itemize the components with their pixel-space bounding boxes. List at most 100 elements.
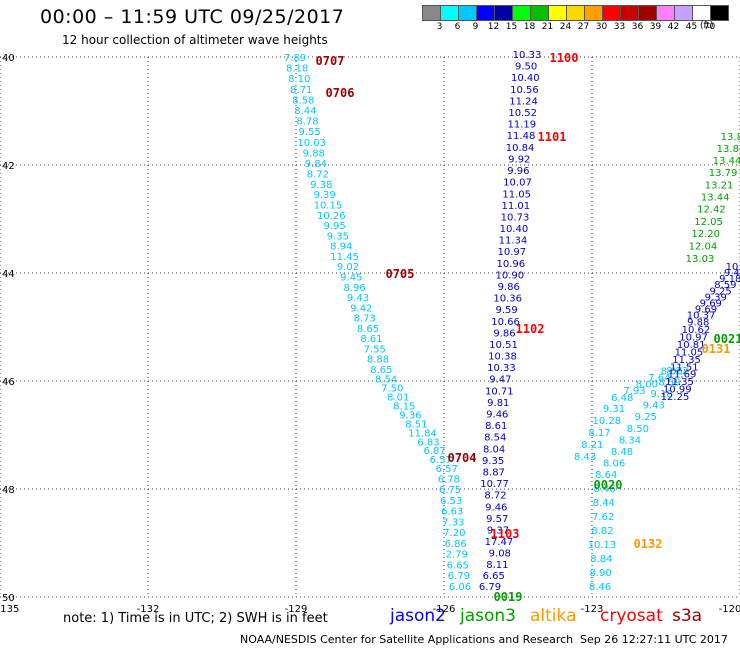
swh-value-label: 10.36 [493,294,522,305]
chart-title: 00:00 – 11:59 UTC 09/25/2017 [40,6,345,28]
swh-value-label: 8.34 [619,435,641,446]
swh-value-label: 12.04 [689,242,718,253]
swh-value-label: 8.73 [354,314,376,325]
swh-value-label: 6.83 [417,437,439,448]
swh-value-label: 10.07 [503,178,532,189]
swh-value-label: 13.79 [709,168,738,179]
swh-value-label: 6.79 [479,582,501,593]
colorbar-label: 24 [559,22,572,32]
swh-value-label: 8.01 [387,393,409,404]
swh-value-label: 8.11 [486,560,508,571]
swh-value-label: 11.05 [675,347,704,358]
colorbar-label: 39 [649,22,662,32]
swh-value-label: 11.51 [670,362,699,373]
swh-value-label: 11.05 [502,189,531,200]
swh-value-label: 7.89 [284,53,306,64]
swh-value-label: 11.45 [330,252,359,263]
swh-value-label: 9.36 [399,410,421,421]
swh-value-label: 8.71 [290,85,312,96]
swh-value-label: 9.69 [700,299,722,310]
swh-value-label: 10.37 [687,311,716,322]
swh-value-label: 8.43 [574,452,596,463]
swh-value-label: 9.55 [298,127,320,138]
swh-value-label: 12.20 [691,229,720,240]
swh-value-label: 6.63 [441,507,463,518]
swh-value-label: 9.39 [705,292,727,303]
swh-value-label: 9.57 [486,514,508,525]
swh-value-label: 8.18 [286,64,308,75]
swh-value-label: 17.47 [485,537,514,548]
swh-value-label: 9.92 [508,154,530,165]
swh-value-label: 11.34 [499,236,528,247]
swh-value-label: 10.40 [511,73,540,84]
swh-value-label: 12.42 [697,205,726,216]
swh-value-label: 9.84 [305,159,327,170]
swh-value-label: 8.46 [593,484,615,495]
swh-value-label: 9.69 [695,305,717,316]
swh-value-label: 8.65 [357,324,379,335]
swh-value-label: 8.64 [595,470,617,481]
swh-value-label: 8.04 [483,444,505,455]
swh-value-label: 8.51 [405,419,427,430]
satellite-legend-altika: altika [530,606,577,626]
swh-value-label: 10.62 [682,325,711,336]
swh-value-label: 10.77 [480,479,509,490]
y-tick-label: 44 [2,269,15,280]
swh-value-label: 11.19 [507,120,536,131]
swh-value-label: 9.38 [310,180,332,191]
swh-value-label: 11.35 [665,377,694,388]
swh-value-label: 6.75 [439,485,461,496]
swh-value-label: 9.96 [507,166,529,177]
swh-value-label: 2.79 [446,550,468,561]
colorbar-label: 36 [631,22,644,32]
swh-value-label: 7.55 [364,344,386,355]
colorbar-label: 30 [595,22,608,32]
swh-value-label: 6.87 [423,446,445,457]
x-tick-label: -123 [581,604,604,615]
altimeter-tracks: 7.898.188.108.718.588.448.789.5510.039.8… [284,50,740,593]
colorbar-label: 15 [505,22,518,32]
swh-value-label: 10.97 [497,247,526,258]
colorbar-label: 70 [703,22,716,32]
swh-value-label: 10.99 [663,385,692,396]
swh-value-label: 8.82 [591,526,613,537]
swh-value-label: 13.86 [717,144,740,155]
swh-value-label: 9.25 [709,286,731,297]
track-time-label: 1102 [516,322,545,336]
swh-value-label: 9.35 [482,456,504,467]
swh-value-label: 9.88 [303,149,325,160]
colorbar-label: 12 [487,22,500,32]
swh-value-label: 9.88 [687,318,709,329]
swh-value-label: 9.45 [340,273,362,284]
colorbar-label: 9 [472,22,479,32]
swh-value-label: 8.87 [483,468,505,479]
colorbar-label: 33 [613,22,626,32]
track-time-label: 0020 [594,478,623,492]
swh-value-label: 11.84 [408,428,437,439]
swh-value-label: 9.42 [350,303,372,314]
swh-value-label: 12.05 [694,217,723,228]
chart-subtitle: 12 hour collection of altimeter wave hei… [62,33,328,47]
y-tick-label: 50 [2,593,15,604]
colorbar-swatch [710,5,729,21]
track-time-labels: 0707 0706 0705 0704 1100 1101 1102 1103 0020 0019… [316,51,740,604]
swh-value-label: 6.48 [611,393,633,404]
swh-value-label: 8.10 [288,74,310,85]
grid-lines [0,56,740,598]
swh-value-label: 8.58 [292,95,314,106]
swh-value-label: 9.25 [635,412,657,423]
swh-value-label: 8.17 [588,428,610,439]
x-tick-label: -126 [433,604,456,615]
swh-value-label: 8.84 [590,554,612,565]
swh-value-label: 6.79 [448,571,470,582]
swh-value-label: 9.46 [485,502,507,513]
swh-value-label: 9.43 [724,268,740,279]
swh-value-label: 9.59 [495,305,517,316]
swh-value-label: 10.84 [506,143,535,154]
swh-value-label: 11.69 [668,370,697,381]
swh-value-label: 10.97 [679,333,708,344]
swh-value-label: 8.06 [661,366,683,377]
swh-value-label: 10.56 [510,85,539,96]
swh-value-label: 7.20 [443,528,465,539]
